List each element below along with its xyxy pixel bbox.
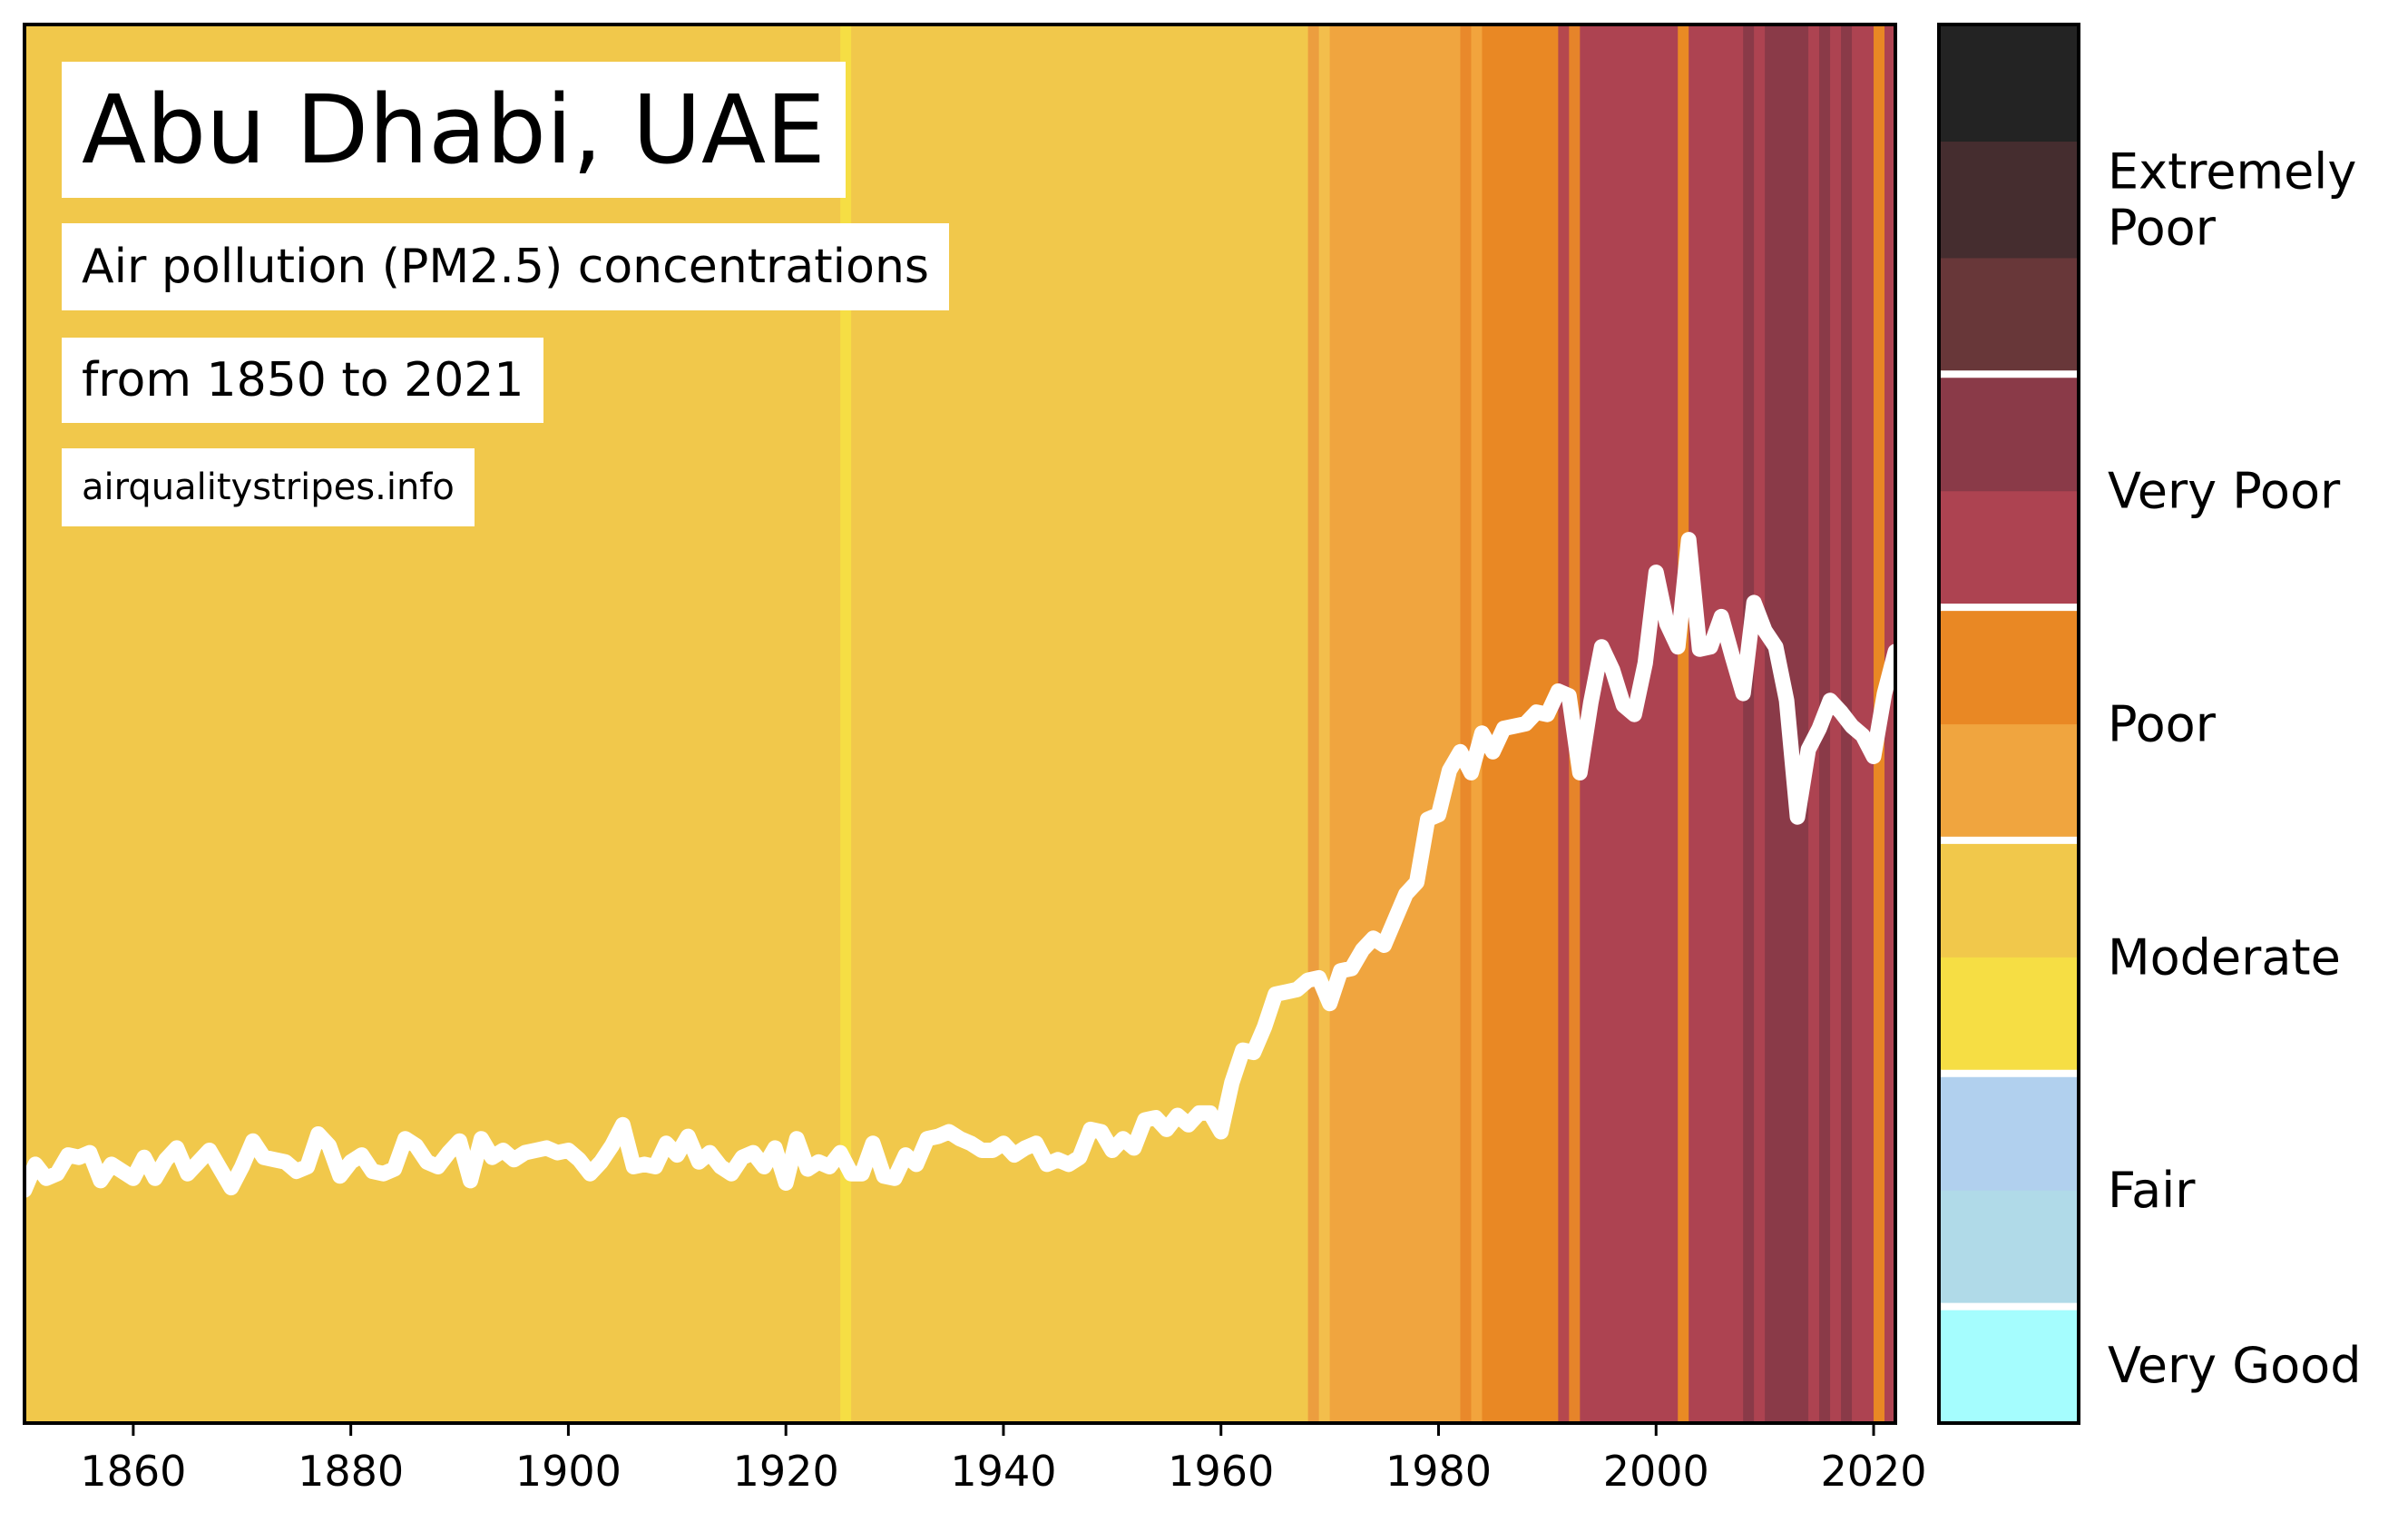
- colorbar-block: [1939, 723, 2079, 841]
- colorbar: Very Good Fair Moderate Poor Very Poor Extrem…: [1939, 25, 2362, 1424]
- chart-title: Abu Dhabi, UAE: [62, 62, 846, 198]
- pm25-line: [16, 532, 1904, 1198]
- colorbar-label: Extremely Poor: [2108, 143, 2356, 257]
- stripe: [1754, 25, 1766, 1423]
- colorbar-block: [1939, 490, 2079, 608]
- pm25-line-series: [16, 532, 1904, 1198]
- colorbar-label: Very Poor: [2108, 463, 2341, 520]
- colorbar-block: [1939, 25, 2079, 142]
- x-tick-label: 1940: [950, 1447, 1056, 1496]
- colorbar-block: [1939, 1306, 2079, 1424]
- colorbar-label: Very Good: [2108, 1337, 2362, 1394]
- chart-source: airqualitystripes.info: [62, 448, 475, 526]
- colorbar-frame: [1937, 23, 2080, 1425]
- stripe: [1884, 25, 1896, 1423]
- x-tick-label: 1980: [1385, 1447, 1492, 1496]
- stripe: [1830, 25, 1842, 1423]
- plot-frame: [23, 23, 1897, 1425]
- stripe: [1307, 25, 1320, 1423]
- stripe: [1460, 25, 1473, 1423]
- colorbar-block: [1939, 141, 2079, 259]
- x-axis: 1860 1880 1900 1920 1940 1960 1980 2000 2020: [80, 1423, 1927, 1496]
- chart-subtitle: Air pollution (PM2.5) concentrations: [62, 223, 949, 310]
- colorbar-block: [1939, 257, 2079, 375]
- chart-date-range: from 1850 to 2021: [62, 338, 544, 423]
- colorbar-block: [1939, 374, 2079, 492]
- x-tick-label: 2020: [1820, 1447, 1926, 1496]
- x-tick-label: 1860: [80, 1447, 186, 1496]
- stripe: [1580, 25, 1679, 1423]
- colorbar-label: Moderate: [2108, 928, 2341, 986]
- colorbar-block: [1939, 607, 2079, 725]
- stripe: [1329, 25, 1462, 1423]
- stripe: [1689, 25, 1744, 1423]
- colorbar-label: Fair: [2108, 1162, 2196, 1219]
- stripe: [1558, 25, 1570, 1423]
- x-tick-label: 1880: [298, 1447, 404, 1496]
- colorbar-block: [1939, 840, 2079, 957]
- stripe: [1318, 25, 1331, 1423]
- x-tick-label: 1900: [515, 1447, 622, 1496]
- colorbar-block: [1939, 1190, 2079, 1308]
- colorbar-block: [1939, 957, 2079, 1075]
- stripe: [1678, 25, 1689, 1423]
- colorbar-block: [1939, 1073, 2079, 1191]
- x-tick-label: 2000: [1603, 1447, 1709, 1496]
- x-tick-label: 1920: [733, 1447, 839, 1496]
- stripe: [840, 25, 852, 1423]
- stripe: [1471, 25, 1483, 1423]
- x-tick-label: 1960: [1168, 1447, 1274, 1496]
- colorbar-label: Poor: [2108, 696, 2217, 753]
- stripe: [1743, 25, 1755, 1423]
